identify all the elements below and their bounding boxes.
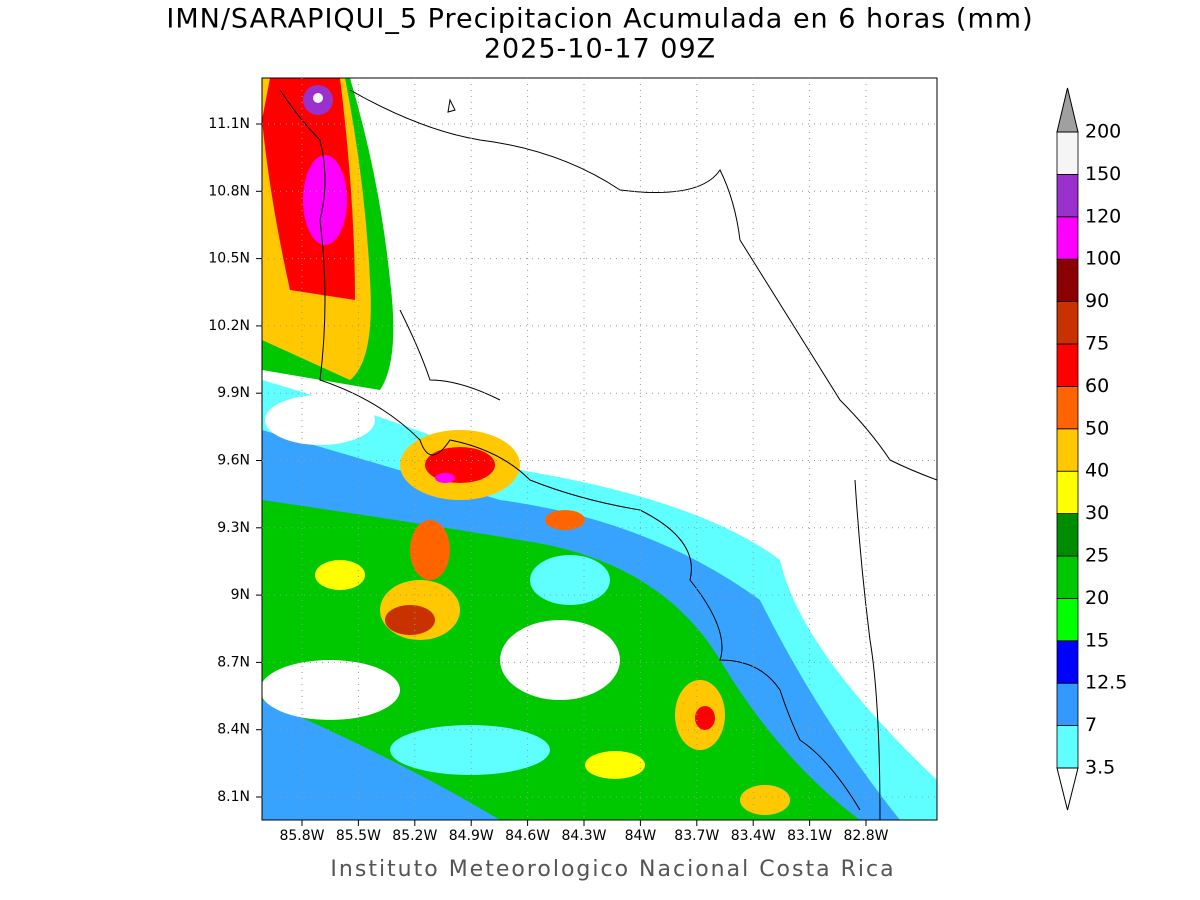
colorbar-label: 20 bbox=[1085, 587, 1109, 609]
lat-label: 9N bbox=[231, 587, 250, 603]
colorbar-label: 60 bbox=[1085, 375, 1109, 397]
colorbar-label: 7 bbox=[1085, 714, 1097, 736]
lon-label: 85.5W bbox=[336, 828, 381, 844]
colorbar-label: 12.5 bbox=[1085, 672, 1127, 694]
colorbar-label: 50 bbox=[1085, 417, 1109, 439]
title: IMN/SARAPIQUI_5 Precipitacion Acumulada … bbox=[166, 4, 1033, 35]
colorbar-label: 3.5 bbox=[1085, 757, 1115, 779]
coastline bbox=[279, 89, 937, 820]
colorbar-label: 75 bbox=[1085, 333, 1109, 355]
precip-field bbox=[262, 78, 937, 820]
colorbar-label: 15 bbox=[1085, 629, 1109, 651]
colorbar-box bbox=[1056, 301, 1079, 345]
lon-label: 84.6W bbox=[505, 828, 550, 844]
colorbar-label: 150 bbox=[1085, 163, 1121, 185]
colorbar-box bbox=[1056, 385, 1079, 430]
lat-label: 8.4N bbox=[217, 722, 250, 738]
colorbar-label: 100 bbox=[1085, 248, 1121, 270]
lon-label: 83.1W bbox=[787, 828, 832, 844]
colorbar-box bbox=[1056, 555, 1079, 599]
colorbar-box bbox=[1056, 258, 1079, 303]
colorbar-box bbox=[1056, 682, 1079, 727]
colorbar-label: 40 bbox=[1085, 460, 1109, 482]
colorbar-label: 200 bbox=[1085, 121, 1121, 143]
lon-label: 85.8W bbox=[279, 828, 324, 844]
subtitle: 2025-10-17 09Z bbox=[484, 34, 716, 65]
lat-label: 8.7N bbox=[217, 654, 250, 670]
lon-label: 84.9W bbox=[449, 828, 494, 844]
colorbar-box bbox=[1056, 428, 1079, 472]
colorbar-box bbox=[1056, 343, 1079, 387]
lat-label: 10.5N bbox=[208, 251, 250, 267]
colorbar-label: 120 bbox=[1085, 205, 1121, 227]
map-frame bbox=[261, 77, 938, 821]
colorbar-box bbox=[1056, 470, 1079, 515]
colorbar-box bbox=[1056, 216, 1079, 260]
colorbar-box bbox=[1056, 640, 1079, 684]
lon-label: 83.7W bbox=[674, 828, 719, 844]
colorbar-box bbox=[1056, 513, 1079, 557]
lon-label: 82.8W bbox=[843, 828, 888, 844]
lon-label: 84W bbox=[625, 828, 657, 844]
colorbar-box bbox=[1056, 598, 1079, 642]
colorbar-under bbox=[1056, 767, 1079, 811]
colorbar-label: 25 bbox=[1085, 545, 1109, 567]
lat-label: 10.2N bbox=[208, 318, 250, 334]
lat-label: 9.3N bbox=[217, 520, 250, 536]
lon-label: 83.4W bbox=[731, 828, 776, 844]
colorbar-box bbox=[1056, 725, 1079, 769]
colorbar-label: 90 bbox=[1085, 290, 1109, 312]
colorbar-label: 30 bbox=[1085, 502, 1109, 524]
lat-label: 8.1N bbox=[217, 789, 250, 805]
lat-label: 10.8N bbox=[208, 183, 250, 199]
colorbar-over bbox=[1056, 87, 1079, 133]
footer: Instituto Meteorologico Nacional Costa R… bbox=[330, 857, 895, 882]
colorbar-box bbox=[1056, 131, 1079, 175]
colorbar-box bbox=[1056, 173, 1079, 218]
lat-label: 9.6N bbox=[217, 453, 250, 469]
lon-label: 84.3W bbox=[561, 828, 606, 844]
lat-label: 11.1N bbox=[208, 116, 250, 132]
lon-label: 85.2W bbox=[392, 828, 437, 844]
lat-label: 9.9N bbox=[217, 385, 250, 401]
